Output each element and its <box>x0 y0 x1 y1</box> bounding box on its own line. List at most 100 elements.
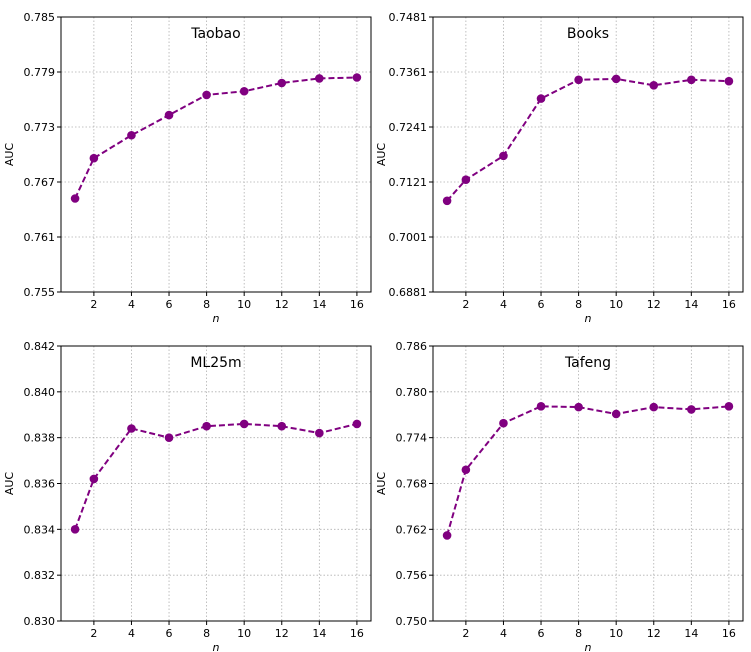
y-tick-label: 0.750 <box>396 615 428 628</box>
y-tick-label: 0.7481 <box>389 11 428 24</box>
x-tick-label: 4 <box>128 627 135 640</box>
data-point <box>574 75 583 85</box>
x-tick-label: 16 <box>350 627 364 640</box>
y-tick-label: 0.838 <box>24 432 56 445</box>
x-tick-label: 4 <box>128 298 135 311</box>
data-point <box>574 402 583 412</box>
x-tick-label: 12 <box>275 298 289 311</box>
x-tick-label: 12 <box>647 298 661 311</box>
plot-frame <box>60 345 372 622</box>
x-tick-label: 14 <box>684 627 698 640</box>
y-tick-label: 0.7241 <box>389 121 428 134</box>
x-tick-label: 8 <box>575 298 582 311</box>
y-axis-label: AUC <box>3 472 16 496</box>
data-point <box>442 531 452 540</box>
x-tick-label: 12 <box>275 627 289 640</box>
data-point <box>239 419 249 429</box>
data-point <box>239 86 249 96</box>
y-tick-label: 0.773 <box>24 121 56 134</box>
chart-title: Taobao <box>190 26 240 42</box>
y-axis-label: AUC <box>3 143 16 167</box>
x-tick-label: 2 <box>462 627 469 640</box>
x-tick-label: 2 <box>462 298 469 311</box>
x-tick-label: 8 <box>203 627 210 640</box>
x-tick-label: 10 <box>237 627 251 640</box>
data-point <box>724 76 734 86</box>
y-tick-label: 0.767 <box>24 176 56 189</box>
x-tick-label: 14 <box>684 298 698 311</box>
chart-title: Books <box>567 26 609 42</box>
data-point <box>202 421 211 431</box>
plot-frame <box>60 16 372 293</box>
x-tick-label: 6 <box>166 627 173 640</box>
data-point <box>70 194 80 203</box>
data-point <box>202 90 211 100</box>
subplot-grid: 0.755 0.761 0.767 0.773 0.779 0.785 2 4 6 8 10 12 14… <box>3 11 744 652</box>
y-tick-label: 0.7121 <box>389 176 428 189</box>
x-axis-label: n <box>585 312 592 325</box>
y-tick-label: 0.761 <box>24 231 56 244</box>
data-point <box>70 525 80 534</box>
data-point <box>499 151 508 161</box>
y-tick-label: 0.785 <box>24 11 56 24</box>
data-point <box>649 402 659 412</box>
y-tick-label: 0.6881 <box>389 286 428 299</box>
data-point <box>127 424 136 433</box>
x-tick-label: 2 <box>90 298 97 311</box>
x-tick-label: 6 <box>538 627 545 640</box>
x-tick-label: 14 <box>312 298 326 311</box>
data-point <box>89 153 99 163</box>
x-tick-label: 6 <box>166 298 173 311</box>
x-tick-label: 16 <box>722 298 736 311</box>
y-tick-label: 0.768 <box>396 478 428 491</box>
data-point <box>127 130 136 140</box>
y-tick-label: 0.755 <box>24 286 56 299</box>
data-point <box>89 474 99 484</box>
plot-frame <box>432 345 744 622</box>
y-tick-label: 0.7001 <box>389 231 428 244</box>
x-tick-label: 2 <box>90 627 97 640</box>
x-tick-label: 8 <box>203 298 210 311</box>
x-axis-label: n <box>213 641 220 652</box>
data-point <box>352 419 362 429</box>
x-tick-label: 16 <box>722 627 736 640</box>
x-tick-label: 10 <box>609 627 623 640</box>
data-point <box>499 418 508 428</box>
data-point <box>611 74 621 84</box>
data-point <box>687 75 696 85</box>
x-axis-label: n <box>213 312 220 325</box>
y-tick-label: 0.832 <box>24 569 56 582</box>
data-point <box>315 428 324 438</box>
x-tick-label: 4 <box>500 298 507 311</box>
x-axis-label: n <box>585 641 592 652</box>
data-point <box>649 80 659 90</box>
y-tick-label: 0.774 <box>396 432 428 445</box>
subplot-books: 0.6881 0.7001 0.7121 0.7241 0.7361 0.7481 2 4 6 8… <box>375 11 744 325</box>
y-axis-label: AUC <box>375 472 388 496</box>
y-tick-label: 0.830 <box>24 615 56 628</box>
subplot-tafeng: 0.750 0.756 0.762 0.768 0.774 0.780 0.786 2 4 6 8 1… <box>375 340 744 652</box>
x-tick-label: 10 <box>237 298 251 311</box>
subplot-ml25m: 0.830 0.832 0.834 0.836 0.838 0.840 0.842 2 4 6 8 1… <box>3 340 372 652</box>
data-point <box>461 175 471 185</box>
x-tick-label: 14 <box>312 627 326 640</box>
data-point <box>536 94 546 103</box>
data-point <box>687 405 696 414</box>
chart-title: Tafeng <box>564 355 611 371</box>
subplot-taobao: 0.755 0.761 0.767 0.773 0.779 0.785 2 4 6 8 10 12 14… <box>3 11 372 325</box>
data-point <box>164 110 174 120</box>
plot-frame <box>432 16 744 293</box>
chart-title: ML25m <box>190 355 241 371</box>
x-tick-label: 8 <box>575 627 582 640</box>
y-tick-label: 0.756 <box>396 569 428 582</box>
y-tick-label: 0.834 <box>24 523 56 536</box>
data-point <box>442 196 452 206</box>
y-tick-label: 0.840 <box>24 386 56 399</box>
y-tick-label: 0.780 <box>396 386 428 399</box>
y-tick-label: 0.836 <box>24 478 56 491</box>
x-tick-label: 12 <box>647 627 661 640</box>
y-tick-label: 0.7361 <box>389 66 428 79</box>
data-point <box>164 433 174 442</box>
